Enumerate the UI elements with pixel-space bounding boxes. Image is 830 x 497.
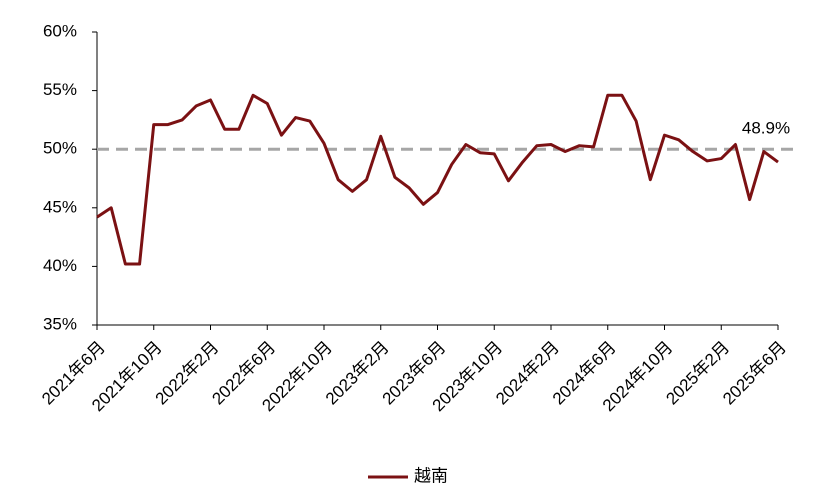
legend-label: 越南	[414, 466, 448, 485]
y-tick-label: 40%	[43, 256, 77, 275]
series-line	[96, 93, 779, 266]
y-tick-label: 60%	[43, 21, 77, 40]
y-tick-label: 45%	[43, 197, 77, 216]
y-tick-label: 35%	[43, 314, 77, 333]
y-tick-label: 50%	[43, 139, 77, 158]
annotation: 48.9%	[742, 119, 790, 138]
y-tick-label: 55%	[43, 80, 77, 99]
